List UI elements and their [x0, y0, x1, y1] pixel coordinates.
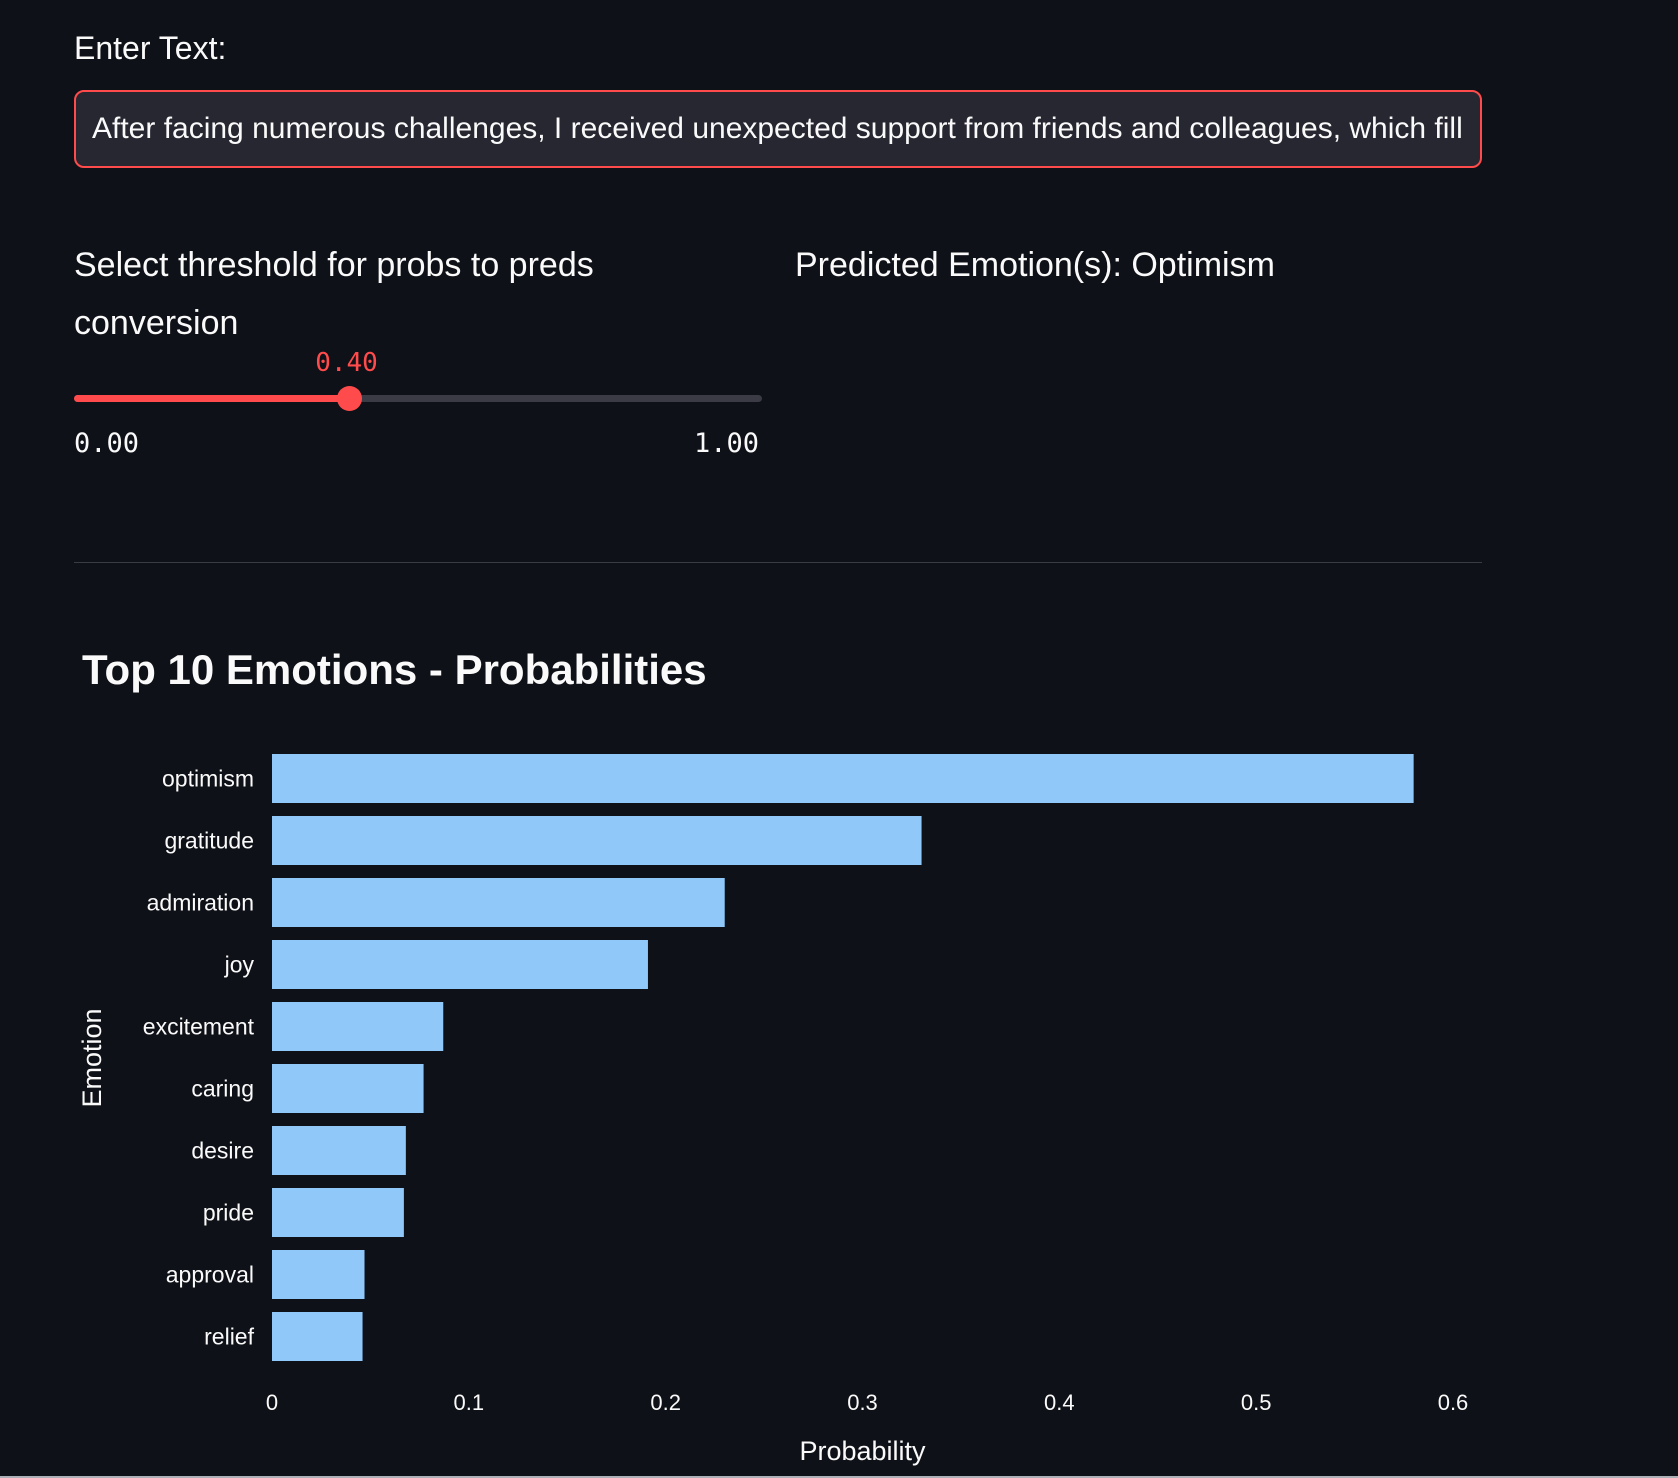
bar-excitement — [272, 1002, 444, 1051]
bar-relief — [272, 1312, 363, 1361]
x-tick-label-3: 0.3 — [847, 1390, 878, 1415]
x-tick-label-4: 0.4 — [1044, 1390, 1075, 1415]
x-tick-label-1: 0.1 — [454, 1390, 485, 1415]
bar-admiration — [272, 878, 725, 927]
y-tick-label-approval: approval — [166, 1262, 254, 1288]
bar-joy — [272, 940, 648, 989]
x-axis-label: Probability — [799, 1436, 926, 1466]
y-tick-label-caring: caring — [191, 1076, 254, 1102]
x-tick-label-5: 0.5 — [1241, 1390, 1272, 1415]
y-tick-label-pride: pride — [203, 1200, 254, 1226]
bar-caring — [272, 1064, 424, 1113]
y-tick-label-admiration: admiration — [147, 890, 254, 916]
slider-label: Select threshold for probs to preds conv… — [74, 246, 594, 342]
bar-gratitude — [272, 816, 922, 865]
text-input[interactable]: After facing numerous challenges, I rece… — [74, 90, 1482, 168]
slider-max-label: 1.00 — [694, 428, 760, 459]
bar-approval — [272, 1250, 365, 1299]
y-axis-label: Emotion — [77, 1008, 107, 1107]
y-tick-label-joy: joy — [224, 952, 255, 978]
window-bottom-border — [0, 1476, 1678, 1478]
x-tick-label-6: 0.6 — [1438, 1390, 1469, 1415]
divider — [74, 562, 1482, 563]
slider-min-label: 0.00 — [74, 428, 140, 459]
x-tick-label-2: 0.2 — [650, 1390, 681, 1415]
chart-title: Top 10 Emotions - Probabilities — [82, 646, 707, 693]
y-tick-label-optimism: optimism — [162, 766, 254, 792]
x-tick-label-0: 0 — [266, 1390, 278, 1415]
y-tick-label-relief: relief — [204, 1324, 254, 1350]
y-tick-label-excitement: excitement — [143, 1014, 255, 1040]
slider-thumb[interactable] — [336, 386, 362, 411]
y-tick-label-gratitude: gratitude — [164, 828, 254, 854]
bar-pride — [272, 1188, 404, 1237]
text-input-label: Enter Text: — [74, 30, 227, 66]
bar-desire — [272, 1126, 406, 1175]
y-tick-label-desire: desire — [191, 1138, 254, 1164]
slider-track[interactable] — [74, 395, 762, 402]
predicted-emotions: Predicted Emotion(s): Optimism — [795, 246, 1275, 284]
bar-optimism — [272, 754, 1414, 803]
slider-fill — [74, 395, 350, 402]
slider-value: 0.40 — [315, 348, 378, 378]
